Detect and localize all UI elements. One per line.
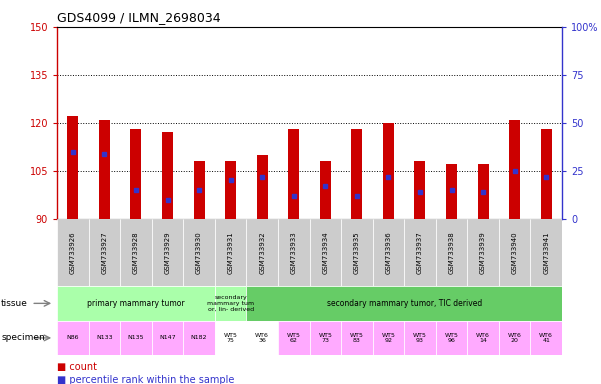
Text: WT5
75: WT5 75 xyxy=(224,333,237,343)
Text: GSM733932: GSM733932 xyxy=(259,231,265,274)
Text: GSM733934: GSM733934 xyxy=(322,231,328,274)
Bar xyxy=(162,132,173,219)
Text: GSM733930: GSM733930 xyxy=(196,231,202,274)
FancyBboxPatch shape xyxy=(278,219,310,286)
Text: WT5
62: WT5 62 xyxy=(287,333,300,343)
FancyBboxPatch shape xyxy=(310,321,341,355)
Bar xyxy=(415,161,426,219)
FancyBboxPatch shape xyxy=(373,321,404,355)
Text: GDS4099 / ILMN_2698034: GDS4099 / ILMN_2698034 xyxy=(57,12,221,25)
FancyBboxPatch shape xyxy=(89,321,120,355)
FancyBboxPatch shape xyxy=(57,286,215,321)
Text: WT6
14: WT6 14 xyxy=(476,333,490,343)
Bar xyxy=(288,129,299,219)
FancyBboxPatch shape xyxy=(183,321,215,355)
FancyBboxPatch shape xyxy=(404,321,436,355)
Text: N182: N182 xyxy=(191,335,207,341)
FancyBboxPatch shape xyxy=(404,219,436,286)
Bar xyxy=(383,123,394,219)
FancyBboxPatch shape xyxy=(341,219,373,286)
FancyBboxPatch shape xyxy=(499,321,530,355)
FancyBboxPatch shape xyxy=(215,321,246,355)
Bar xyxy=(446,164,457,219)
Bar xyxy=(67,116,78,219)
FancyBboxPatch shape xyxy=(246,321,278,355)
Text: GSM733936: GSM733936 xyxy=(385,231,391,274)
Text: GSM733928: GSM733928 xyxy=(133,231,139,274)
Bar xyxy=(478,164,489,219)
FancyBboxPatch shape xyxy=(215,219,246,286)
Text: GSM733941: GSM733941 xyxy=(543,231,549,274)
FancyBboxPatch shape xyxy=(436,219,467,286)
Bar xyxy=(257,155,267,219)
FancyBboxPatch shape xyxy=(151,219,183,286)
Text: WT5
93: WT5 93 xyxy=(413,333,427,343)
Text: primary mammary tumor: primary mammary tumor xyxy=(87,299,185,308)
Bar xyxy=(541,129,552,219)
FancyBboxPatch shape xyxy=(530,321,562,355)
Text: GSM733940: GSM733940 xyxy=(511,231,517,274)
FancyBboxPatch shape xyxy=(151,321,183,355)
Text: WT5
92: WT5 92 xyxy=(382,333,395,343)
Text: GSM733929: GSM733929 xyxy=(165,231,171,274)
Bar xyxy=(225,161,236,219)
FancyBboxPatch shape xyxy=(436,321,467,355)
FancyBboxPatch shape xyxy=(120,219,151,286)
Text: WT5
73: WT5 73 xyxy=(319,333,332,343)
Bar xyxy=(320,161,331,219)
Text: GSM733931: GSM733931 xyxy=(228,231,234,274)
Text: WT6
41: WT6 41 xyxy=(539,333,553,343)
Text: secondary
mammary tum
or, lin- derived: secondary mammary tum or, lin- derived xyxy=(207,295,254,312)
Text: GSM733938: GSM733938 xyxy=(448,231,454,274)
Text: WT6
36: WT6 36 xyxy=(255,333,269,343)
FancyBboxPatch shape xyxy=(246,219,278,286)
Text: GSM733937: GSM733937 xyxy=(417,231,423,274)
FancyBboxPatch shape xyxy=(215,286,246,321)
Text: ■ count: ■ count xyxy=(57,362,97,372)
Text: GSM733935: GSM733935 xyxy=(354,231,360,274)
Text: GSM733933: GSM733933 xyxy=(291,231,297,274)
FancyBboxPatch shape xyxy=(310,219,341,286)
FancyBboxPatch shape xyxy=(341,321,373,355)
Text: N133: N133 xyxy=(96,335,113,341)
Bar xyxy=(99,120,110,219)
Text: secondary mammary tumor, TIC derived: secondary mammary tumor, TIC derived xyxy=(326,299,482,308)
FancyBboxPatch shape xyxy=(499,219,530,286)
Text: GSM733926: GSM733926 xyxy=(70,231,76,274)
Text: specimen: specimen xyxy=(1,333,45,343)
Text: N147: N147 xyxy=(159,335,176,341)
FancyBboxPatch shape xyxy=(467,321,499,355)
Text: tissue: tissue xyxy=(1,299,28,308)
FancyBboxPatch shape xyxy=(57,219,89,286)
FancyBboxPatch shape xyxy=(530,219,562,286)
FancyBboxPatch shape xyxy=(373,219,404,286)
FancyBboxPatch shape xyxy=(120,321,151,355)
Bar xyxy=(130,129,141,219)
Text: N86: N86 xyxy=(67,335,79,341)
FancyBboxPatch shape xyxy=(246,286,562,321)
Text: WT5
83: WT5 83 xyxy=(350,333,364,343)
Text: WT5
96: WT5 96 xyxy=(445,333,459,343)
Text: ■ percentile rank within the sample: ■ percentile rank within the sample xyxy=(57,375,234,384)
FancyBboxPatch shape xyxy=(89,219,120,286)
Text: WT6
20: WT6 20 xyxy=(508,333,522,343)
Bar xyxy=(194,161,204,219)
FancyBboxPatch shape xyxy=(467,219,499,286)
Text: N135: N135 xyxy=(128,335,144,341)
Bar xyxy=(509,120,520,219)
FancyBboxPatch shape xyxy=(183,219,215,286)
FancyBboxPatch shape xyxy=(278,321,310,355)
Text: GSM733939: GSM733939 xyxy=(480,231,486,274)
Bar xyxy=(352,129,362,219)
FancyBboxPatch shape xyxy=(57,321,89,355)
Text: GSM733927: GSM733927 xyxy=(102,231,108,274)
